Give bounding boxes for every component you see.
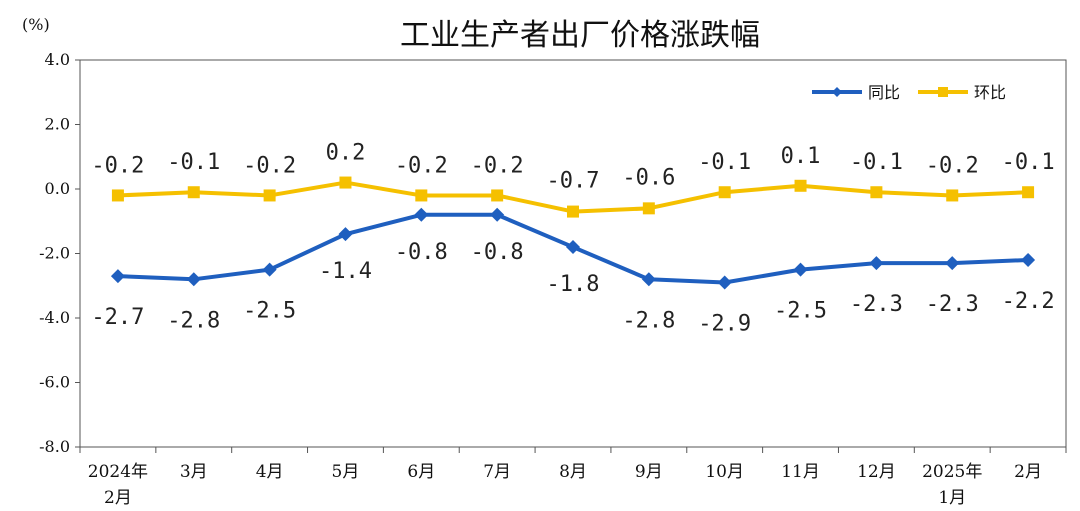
data-point: [263, 189, 276, 202]
data-point: [262, 262, 277, 277]
data-point: [793, 262, 808, 277]
x-tick-label: 7月: [483, 462, 511, 482]
data-point: [945, 256, 960, 271]
data-point: [491, 189, 504, 202]
x-tick-label: 3月: [180, 462, 208, 482]
data-point: [186, 272, 201, 287]
data-point: [946, 189, 959, 202]
data-label: -1.4: [319, 259, 372, 284]
x-tick-label: 2025年: [922, 462, 982, 482]
y-tick-label: 2.0: [45, 115, 70, 134]
y-tick-label: -8.0: [39, 437, 70, 456]
data-label: -2.7: [91, 305, 144, 330]
data-label: -2.3: [926, 292, 979, 317]
data-point: [110, 269, 125, 284]
y-tick-label: 0.0: [45, 179, 70, 198]
data-point: [567, 205, 579, 218]
data-label: -2.5: [243, 299, 296, 324]
data-point: [338, 227, 353, 242]
legend-label-0: 同比: [868, 83, 900, 102]
data-label: -2.8: [622, 308, 675, 333]
data-label: -0.2: [926, 153, 979, 178]
data-label: -2.9: [698, 312, 751, 337]
data-point: [414, 207, 429, 222]
x-tick-label: 12月: [857, 462, 896, 482]
data-label: -0.1: [850, 150, 903, 175]
legend-marker: [832, 87, 842, 97]
data-point: [641, 272, 656, 287]
data-label: -0.1: [167, 150, 220, 175]
data-point: [1022, 186, 1035, 199]
unit-label: (%): [22, 15, 50, 34]
data-point: [718, 186, 731, 199]
data-label: -0.2: [91, 153, 144, 178]
data-point: [339, 176, 352, 189]
series-layer: [110, 176, 1036, 290]
data-labels: -2.7 -2.8 -2.5 -1.4 -0.8 -0.8 -1.8 -2.8 -2.9 -2.5…: [91, 141, 1054, 337]
data-label: -2.3: [850, 292, 903, 317]
data-label: -0.8: [395, 240, 448, 265]
data-point: [566, 240, 580, 255]
legend: 同比 环比: [812, 83, 1006, 102]
x-tick-label: 10月: [705, 462, 744, 482]
data-label: -0.7: [547, 169, 600, 194]
data-label: -0.2: [471, 153, 524, 178]
chart-title: 工业生产者出厂价格涨跌幅: [400, 18, 760, 53]
data-point: [1021, 252, 1036, 267]
data-label: 0.2: [326, 141, 366, 166]
data-point: [111, 189, 124, 202]
data-point: [415, 189, 428, 202]
data-label: -0.2: [395, 153, 448, 178]
data-label: -0.6: [622, 165, 675, 190]
data-point: [869, 256, 884, 271]
data-label: -2.8: [167, 308, 220, 333]
x-tick-label: 2月: [104, 488, 132, 508]
data-point: [642, 202, 655, 215]
x-tick-label: 11月: [781, 462, 820, 482]
data-point: [717, 275, 732, 290]
x-tick-label: 8月: [559, 462, 587, 482]
data-label: -0.8: [471, 240, 524, 265]
x-tick-label: 2月: [1014, 462, 1042, 482]
data-label: 0.1: [781, 144, 821, 169]
data-point: [794, 179, 807, 192]
x-tick-label: 6月: [407, 462, 435, 482]
data-label: -1.8: [547, 272, 600, 297]
x-tick-label: 4月: [256, 462, 284, 482]
x-tick-label: 2024年: [88, 462, 148, 482]
x-tick-label: 1月: [938, 488, 966, 508]
y-tick-label: -6.0: [39, 373, 70, 392]
data-label: -0.1: [1002, 150, 1055, 175]
y-tick-label: -4.0: [39, 308, 70, 327]
data-label: -0.2: [243, 153, 296, 178]
data-label: -2.5: [774, 299, 827, 324]
x-tick-label: 9月: [635, 462, 663, 482]
x-tick-label: 5月: [332, 462, 360, 482]
data-label: -2.2: [1002, 289, 1055, 314]
data-label: -0.1: [698, 150, 751, 175]
legend-label-1: 环比: [974, 83, 1006, 102]
x-axis: 2024年 2月 3月 4月 5月 6月 7月 8月 9月 10月 11月 12月 2025年 1月 2月: [79, 447, 1067, 508]
y-axis: 4.0 2.0 0.0 -2.0 -4.0 -6.0 -8.0: [39, 50, 80, 456]
legend-marker: [938, 87, 948, 97]
data-point: [870, 186, 883, 199]
data-point: [490, 207, 505, 222]
data-point: [187, 186, 200, 199]
y-tick-label: 4.0: [45, 50, 70, 69]
y-tick-label: -2.0: [39, 244, 70, 263]
